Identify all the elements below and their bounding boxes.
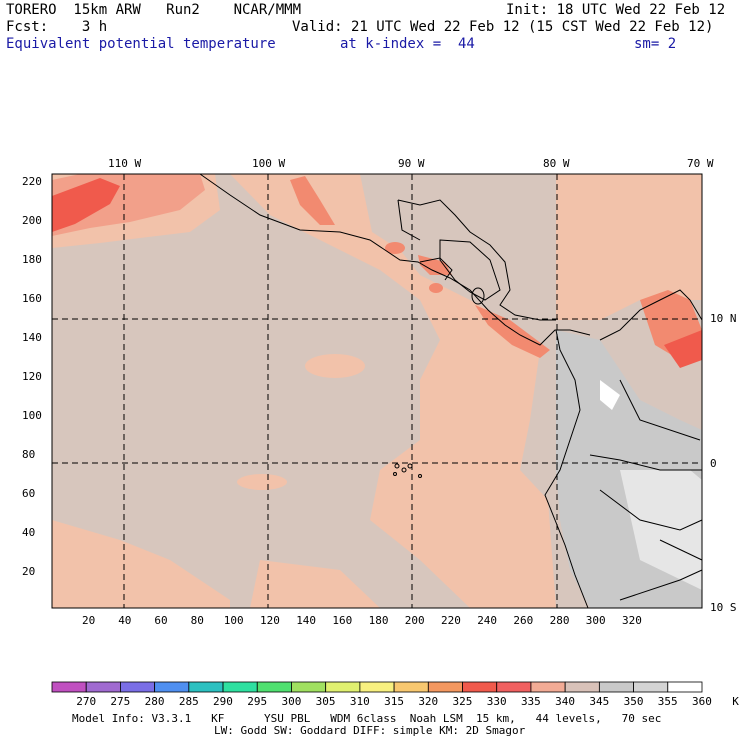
colorbar-swatch — [325, 681, 361, 693]
y-tick-label: 120 — [22, 370, 42, 383]
field-name: Equivalent potential temperature — [6, 36, 276, 52]
plot-frame — [51, 173, 703, 609]
y-tick-label: 100 — [22, 409, 42, 422]
forecast-hour: Fcst: 3 h — [6, 19, 108, 35]
colorbar-swatch — [120, 681, 156, 693]
coastlines — [199, 173, 703, 609]
colorbar-swatch — [393, 681, 429, 693]
x-tick-label: 240 — [477, 614, 498, 627]
colorbar-label: 290 — [213, 695, 233, 708]
colorbar-label: 325 — [452, 695, 473, 708]
colorbar-label: 345 — [589, 695, 610, 708]
colorbar-swatch — [427, 681, 463, 693]
x-tick-label: 100 — [223, 614, 244, 627]
theta-e-hot-regions — [52, 174, 702, 368]
smoothing: sm= 2 — [634, 36, 677, 52]
y-tick-label: 80 — [22, 448, 36, 461]
x-tick-label: 300 — [585, 614, 606, 627]
x-tick-label: 120 — [260, 614, 280, 627]
colorbar-label: 330 — [486, 695, 507, 708]
lon-label-100w: 100 W — [252, 157, 286, 170]
x-tick-label: 220 — [441, 614, 461, 627]
physics-info: LW: Godd SW: Goddard DIFF: simple KM: 2D… — [214, 724, 526, 737]
model-info: Model Info: V3.3.1 KF YSU PBL WDM 6class… — [72, 712, 662, 725]
theta-e-cool-regions — [556, 330, 702, 608]
colorbar-swatch — [188, 681, 224, 693]
colorbar-swatch — [633, 681, 669, 693]
y-tick-label: 220 — [22, 175, 42, 188]
colorbar-label: 340 — [555, 695, 576, 708]
x-tick-label: 260 — [513, 614, 534, 627]
colorbar-swatch — [359, 681, 395, 693]
colorbar-label: 320 — [418, 695, 439, 708]
lon-label-80w: 80 W — [543, 157, 570, 170]
x-tick-label: 80 — [190, 614, 204, 627]
colorbar-label: 270 — [76, 695, 97, 708]
x-tick-label: 180 — [368, 614, 389, 627]
x-tick-label: 200 — [404, 614, 425, 627]
colorbar-label: 355 — [657, 695, 678, 708]
colorbar-label: 295 — [247, 695, 268, 708]
colorbar-swatch — [667, 681, 703, 693]
colorbar-label: 285 — [178, 695, 199, 708]
x-tick-label: 320 — [622, 614, 642, 627]
k-index: at k-index = 44 — [340, 36, 475, 52]
x-tick-label: 160 — [332, 614, 353, 627]
x-tick-label: 140 — [296, 614, 317, 627]
y-tick-label: 40 — [22, 526, 36, 539]
colorbar-swatch — [222, 681, 258, 693]
y-tick-label: 140 — [22, 331, 42, 344]
colorbar-swatch — [256, 681, 292, 693]
colorbar-label: 280 — [144, 695, 165, 708]
colorbar-swatch — [291, 681, 327, 693]
y-tick-label: 20 — [22, 565, 36, 578]
y-tick-label: 60 — [22, 487, 36, 500]
init-time: Init: 18 UTC Wed 22 Feb 12 — [506, 2, 726, 18]
colorbar-label: 350 — [623, 695, 644, 708]
x-tick-label: 40 — [118, 614, 132, 627]
colorbar-swatch — [154, 681, 190, 693]
colorbar-label: 300 — [281, 695, 302, 708]
lat-label-0: 0 — [710, 457, 717, 470]
lon-label-110w: 110 W — [108, 157, 142, 170]
colorbar-swatch — [496, 681, 532, 693]
y-tick-label: 180 — [22, 253, 42, 266]
lat-label-10s: 10 S — [710, 601, 737, 614]
model-title: TORERO 15km ARW Run2 NCAR/MMM — [6, 2, 302, 18]
valid-time: Valid: 21 UTC Wed 22 Feb 12 (15 CST Wed … — [292, 19, 714, 35]
colorbar-label: 275 — [110, 695, 131, 708]
x-tick-label: 20 — [82, 614, 96, 627]
y-tick-label: 160 — [22, 292, 42, 305]
colorbar-swatch — [462, 681, 498, 693]
lon-label-90w: 90 W — [398, 157, 425, 170]
lat-label-10n: 10 N — [710, 312, 737, 325]
colorbar-swatch — [51, 681, 87, 693]
colorbar-swatch — [85, 681, 121, 693]
colorbar-label: K — [732, 695, 739, 708]
colorbar-label: 310 — [349, 695, 370, 708]
colorbar — [51, 681, 703, 693]
colorbar-swatch — [598, 681, 634, 693]
colorbar-swatch — [564, 681, 600, 693]
colorbar-label: 360 — [692, 695, 712, 708]
colorbar-label: 335 — [520, 695, 541, 708]
colorbar-swatch — [530, 681, 566, 693]
x-tick-label: 60 — [154, 614, 168, 627]
colorbar-label: 305 — [315, 695, 336, 708]
graticule — [52, 174, 702, 608]
lon-label-70w: 70 W — [687, 157, 714, 170]
x-tick-label: 280 — [549, 614, 570, 627]
colorbar-label: 315 — [384, 695, 404, 708]
y-tick-label: 200 — [22, 214, 42, 227]
